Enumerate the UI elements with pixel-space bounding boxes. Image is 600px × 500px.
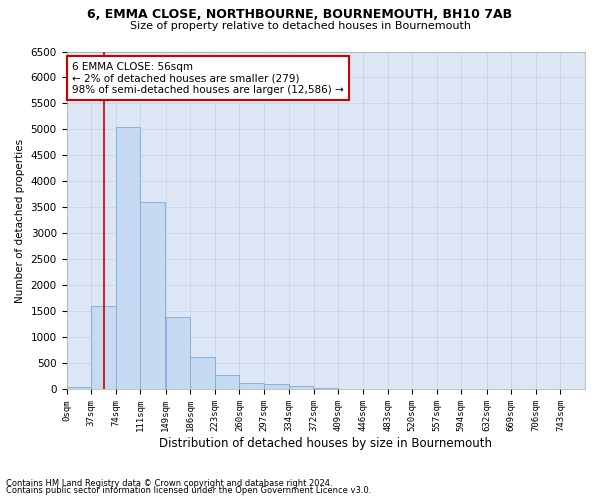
Text: Contains HM Land Registry data © Crown copyright and database right 2024.: Contains HM Land Registry data © Crown c…: [6, 478, 332, 488]
Bar: [215, 375, 239, 390]
Bar: [264, 384, 289, 390]
Bar: [289, 386, 313, 390]
Y-axis label: Number of detached properties: Number of detached properties: [15, 138, 25, 302]
Bar: [338, 388, 363, 390]
Bar: [91, 306, 116, 390]
X-axis label: Distribution of detached houses by size in Bournemouth: Distribution of detached houses by size …: [159, 437, 492, 450]
Text: 6, EMMA CLOSE, NORTHBOURNE, BOURNEMOUTH, BH10 7AB: 6, EMMA CLOSE, NORTHBOURNE, BOURNEMOUTH,…: [88, 8, 512, 20]
Text: 6 EMMA CLOSE: 56sqm
← 2% of detached houses are smaller (279)
98% of semi-detach: 6 EMMA CLOSE: 56sqm ← 2% of detached hou…: [72, 62, 343, 95]
Bar: [166, 316, 190, 390]
Bar: [190, 357, 215, 390]
Bar: [116, 127, 140, 390]
Bar: [239, 383, 264, 390]
Bar: [314, 388, 338, 390]
Bar: [140, 202, 165, 390]
Bar: [67, 387, 91, 390]
Text: Contains public sector information licensed under the Open Government Licence v3: Contains public sector information licen…: [6, 486, 371, 495]
Text: Size of property relative to detached houses in Bournemouth: Size of property relative to detached ho…: [130, 21, 470, 31]
